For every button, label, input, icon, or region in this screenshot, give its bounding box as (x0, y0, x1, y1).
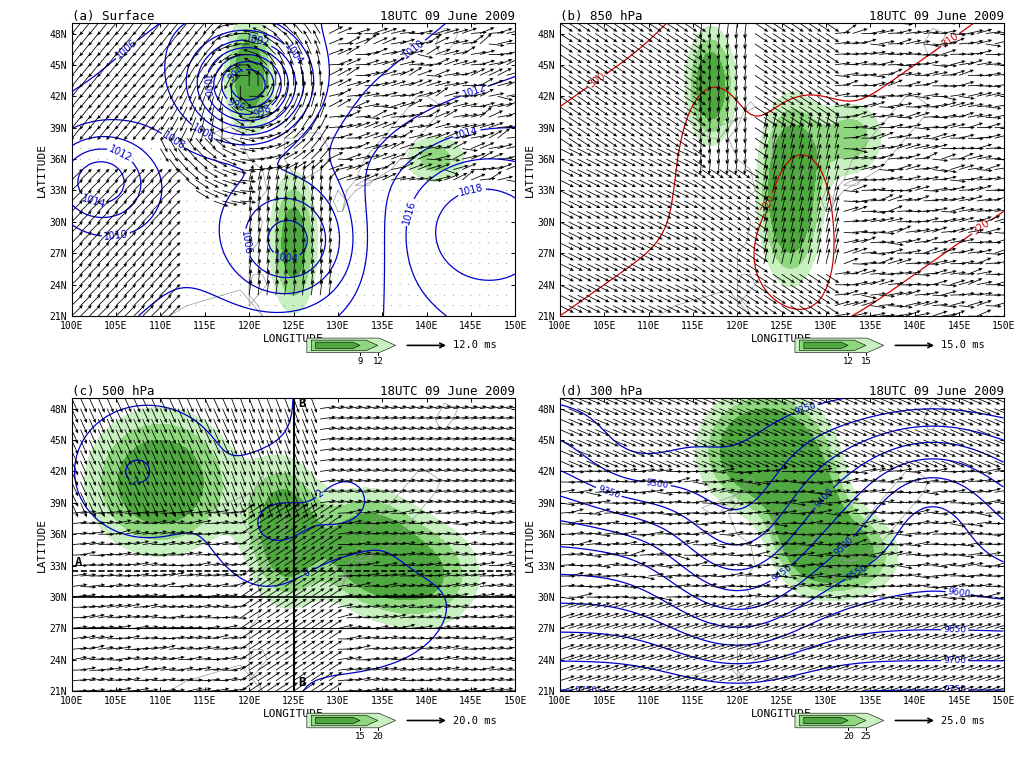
Text: 994: 994 (225, 64, 246, 84)
Text: 15.0 ms: 15.0 ms (941, 340, 985, 350)
Text: 12: 12 (843, 357, 854, 366)
Text: 1006: 1006 (239, 230, 252, 256)
Polygon shape (804, 343, 848, 349)
Text: 9550: 9550 (845, 562, 869, 582)
Text: 9400: 9400 (813, 486, 835, 509)
Text: 1004: 1004 (273, 253, 299, 265)
Text: 1010: 1010 (401, 38, 427, 61)
X-axis label: LONGITUDE: LONGITUDE (263, 709, 324, 719)
Text: 25: 25 (860, 732, 871, 741)
Text: 1006: 1006 (190, 122, 216, 144)
Text: 9750: 9750 (943, 686, 967, 694)
Text: 20: 20 (843, 732, 854, 741)
Y-axis label: LATITUDE: LATITUDE (524, 143, 535, 197)
Text: 300: 300 (587, 71, 607, 90)
Text: 9650: 9650 (943, 625, 967, 634)
Text: 9750: 9750 (574, 686, 598, 695)
Polygon shape (307, 338, 395, 353)
Text: 310: 310 (940, 31, 961, 49)
Text: 9300: 9300 (645, 478, 670, 490)
Polygon shape (311, 715, 378, 726)
Text: 1014: 1014 (81, 194, 108, 210)
Polygon shape (315, 717, 360, 723)
Text: 1000: 1000 (201, 73, 212, 98)
Y-axis label: LATITUDE: LATITUDE (524, 518, 535, 571)
Text: 1014: 1014 (454, 125, 479, 141)
Text: 320: 320 (971, 217, 992, 237)
Text: 15: 15 (354, 732, 366, 741)
Text: 9500: 9500 (833, 535, 855, 558)
Text: 12.0 ms: 12.0 ms (454, 340, 497, 350)
Polygon shape (804, 717, 848, 723)
Text: (d) 300 hPa: (d) 300 hPa (560, 386, 642, 399)
Text: 9250: 9250 (793, 400, 817, 417)
Text: 25.0 ms: 25.0 ms (941, 716, 985, 726)
Text: 1012: 1012 (108, 144, 134, 164)
Text: 1002: 1002 (245, 34, 271, 49)
Text: 18UTC 09 June 2009: 18UTC 09 June 2009 (868, 10, 1004, 23)
Text: 9700: 9700 (943, 656, 967, 665)
Text: 18UTC 09 June 2009: 18UTC 09 June 2009 (868, 386, 1004, 399)
Y-axis label: LATITUDE: LATITUDE (37, 143, 46, 197)
Text: 2: 2 (314, 488, 326, 500)
Text: B: B (298, 396, 305, 409)
Text: B: B (298, 676, 305, 689)
Text: A: A (75, 555, 82, 568)
X-axis label: LONGITUDE: LONGITUDE (263, 334, 324, 344)
Text: 0: 0 (302, 568, 312, 579)
Text: 9: 9 (357, 357, 362, 366)
Text: 996: 996 (225, 97, 247, 114)
Polygon shape (800, 715, 866, 726)
Text: 9350: 9350 (596, 485, 621, 500)
Text: 1016: 1016 (400, 199, 417, 225)
Polygon shape (795, 338, 884, 353)
Polygon shape (311, 340, 378, 351)
Polygon shape (307, 713, 395, 728)
Text: 1006: 1006 (115, 38, 139, 61)
Text: 18UTC 09 June 2009: 18UTC 09 June 2009 (380, 10, 515, 23)
Text: 9450: 9450 (770, 563, 794, 584)
Text: 20: 20 (373, 732, 383, 741)
Text: (b) 850 hPa: (b) 850 hPa (560, 10, 642, 23)
X-axis label: LONGITUDE: LONGITUDE (752, 334, 812, 344)
Text: 2: 2 (129, 476, 138, 488)
Text: 1012: 1012 (461, 82, 487, 100)
Text: 1008: 1008 (161, 131, 186, 152)
X-axis label: LONGITUDE: LONGITUDE (752, 709, 812, 719)
Text: 9600: 9600 (947, 588, 971, 599)
Text: 12: 12 (373, 357, 383, 366)
Y-axis label: LATITUDE: LATITUDE (37, 518, 46, 571)
Text: 998: 998 (252, 103, 273, 120)
Polygon shape (800, 340, 866, 351)
Text: 20.0 ms: 20.0 ms (454, 716, 497, 726)
Text: (a) Surface: (a) Surface (72, 10, 155, 23)
Text: 15: 15 (860, 357, 871, 366)
Text: 1018: 1018 (459, 183, 484, 198)
Text: 1004: 1004 (283, 41, 305, 68)
Polygon shape (795, 713, 884, 728)
Text: 320: 320 (761, 193, 776, 214)
Text: 1010: 1010 (103, 230, 129, 243)
Text: (c) 500 hPa: (c) 500 hPa (72, 386, 155, 399)
Polygon shape (315, 343, 360, 349)
Text: 18UTC 09 June 2009: 18UTC 09 June 2009 (380, 386, 515, 399)
